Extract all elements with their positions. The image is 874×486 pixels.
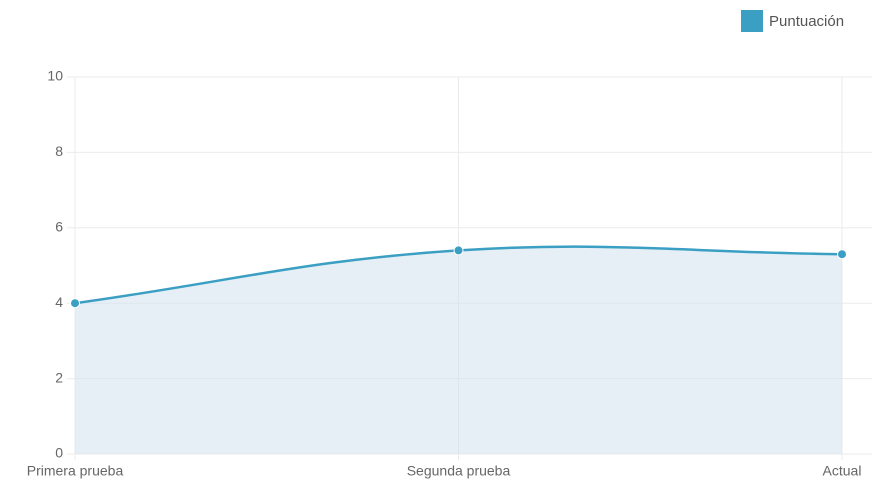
y-tick-label: 0 bbox=[55, 445, 63, 461]
x-tick-label: Primera prueba bbox=[27, 463, 124, 479]
x-tick-label: Actual bbox=[823, 463, 862, 479]
x-tick-label: Segunda prueba bbox=[407, 463, 511, 479]
point bbox=[837, 249, 847, 260]
area bbox=[75, 246, 842, 454]
point bbox=[453, 245, 464, 256]
y-tick-label: 4 bbox=[55, 294, 63, 310]
y-tick-label: 10 bbox=[47, 68, 63, 84]
y-tick-label: 8 bbox=[55, 143, 63, 159]
point bbox=[70, 298, 80, 309]
legend-label: Puntuación bbox=[769, 13, 844, 30]
legend-swatch bbox=[741, 10, 763, 32]
y-tick-label: 6 bbox=[55, 219, 63, 235]
y-tick-label: 2 bbox=[55, 369, 63, 385]
